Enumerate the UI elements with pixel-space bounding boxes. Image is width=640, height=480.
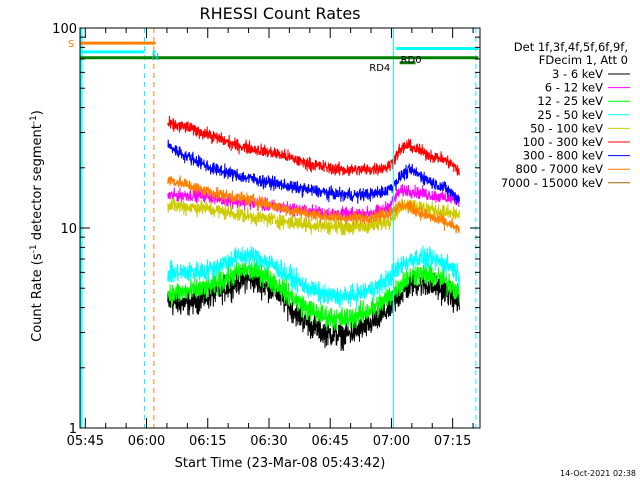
x-tick-label: 06:15	[189, 434, 226, 449]
legend-entry-label: 25 - 50 keV	[537, 108, 603, 122]
x-tick-label: 06:30	[250, 434, 287, 449]
interval-label: RD4	[369, 63, 390, 74]
series-line	[167, 139, 460, 205]
x-axis-label: Start Time (23-Mar-08 05:43:42)	[175, 456, 386, 471]
y-tick-label: 10	[60, 222, 77, 237]
legend-entry-label: 800 - 7000 keV	[515, 162, 603, 176]
x-axis: 05:45 06:00 06:15 06:30 06:45 07:00 07:15	[67, 28, 474, 449]
legend-entry-label: 100 - 300 keV	[523, 135, 603, 149]
legend-entry-label: 7000 - 15000 keV	[501, 176, 603, 190]
legend-entry-label: 300 - 800 keV	[523, 149, 603, 163]
y-tick-label: 100	[52, 22, 77, 37]
x-tick-label: 07:15	[434, 434, 471, 449]
x-tick-label: 05:45	[67, 434, 104, 449]
x-tick-label: 06:45	[311, 434, 348, 449]
y-axis: 1 10 100	[52, 22, 480, 437]
series-line	[167, 175, 460, 234]
legend-entry-label: 6 - 12 keV	[545, 81, 603, 95]
legend-header-line-1: Det 1f,3f,4f,5f,6f,9f,	[514, 40, 628, 54]
legend: Det 1f,3f,4f,5f,6f,9f, FDecim 1, Att 0 3…	[501, 40, 630, 190]
series-line	[167, 258, 460, 331]
legend-header-line-2: FDecim 1, Att 0	[539, 53, 628, 67]
legend-entry-label: 3 - 6 keV	[552, 67, 603, 81]
y-tick-label: 1	[69, 422, 77, 437]
generated-timestamp: 14-Oct-2021 02:38	[560, 469, 636, 478]
interval-label: N	[152, 52, 159, 63]
interval-label: RD0	[401, 55, 422, 66]
legend-entry-label: 12 - 25 keV	[537, 94, 603, 108]
chart-title: RHESSI Count Rates	[200, 4, 361, 23]
series-line	[167, 115, 460, 176]
legend-entry-label: 50 - 100 keV	[530, 121, 603, 135]
interval-label: S	[68, 39, 74, 50]
y-axis-label: Count Rate (s-1 detector segment-1)	[29, 110, 45, 342]
series-line	[167, 245, 460, 309]
x-tick-label: 06:00	[128, 434, 165, 449]
x-tick-label: 07:00	[373, 434, 410, 449]
